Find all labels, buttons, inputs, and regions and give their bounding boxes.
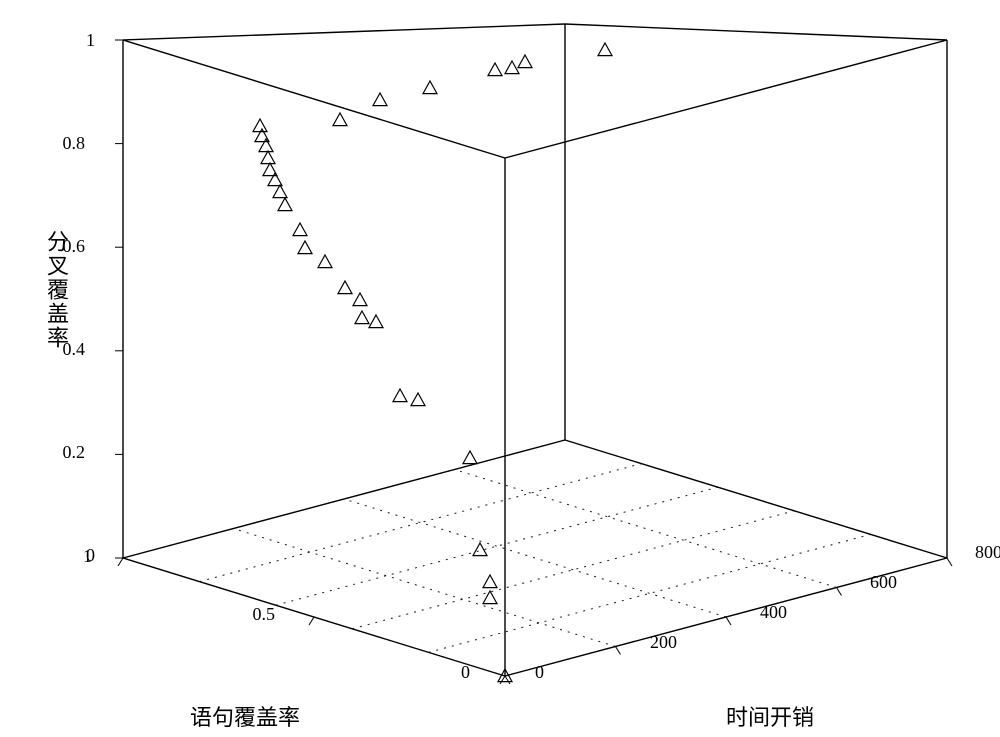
- svg-text:1: 1: [86, 30, 95, 50]
- svg-text:600: 600: [870, 572, 897, 592]
- x-axis-label: 时间开销: [726, 700, 814, 732]
- cube-frame: [123, 24, 947, 676]
- z-axis-label: 分叉覆盖率: [40, 230, 72, 350]
- svg-text:800: 800: [975, 542, 1000, 562]
- scatter-3d-plot: 00.20.40.60.81020040060080000.51: [0, 0, 1000, 737]
- data-points: [253, 43, 612, 682]
- svg-text:400: 400: [760, 602, 787, 622]
- floor-grid: [123, 440, 947, 676]
- y-axis-label: 语句覆盖率: [190, 700, 300, 732]
- svg-text:200: 200: [650, 632, 677, 652]
- svg-text:0.8: 0.8: [63, 133, 86, 153]
- svg-text:0: 0: [461, 662, 470, 682]
- svg-text:0: 0: [535, 662, 544, 682]
- svg-text:0.2: 0.2: [63, 442, 86, 462]
- svg-text:1: 1: [83, 546, 92, 566]
- svg-text:0.5: 0.5: [253, 604, 276, 624]
